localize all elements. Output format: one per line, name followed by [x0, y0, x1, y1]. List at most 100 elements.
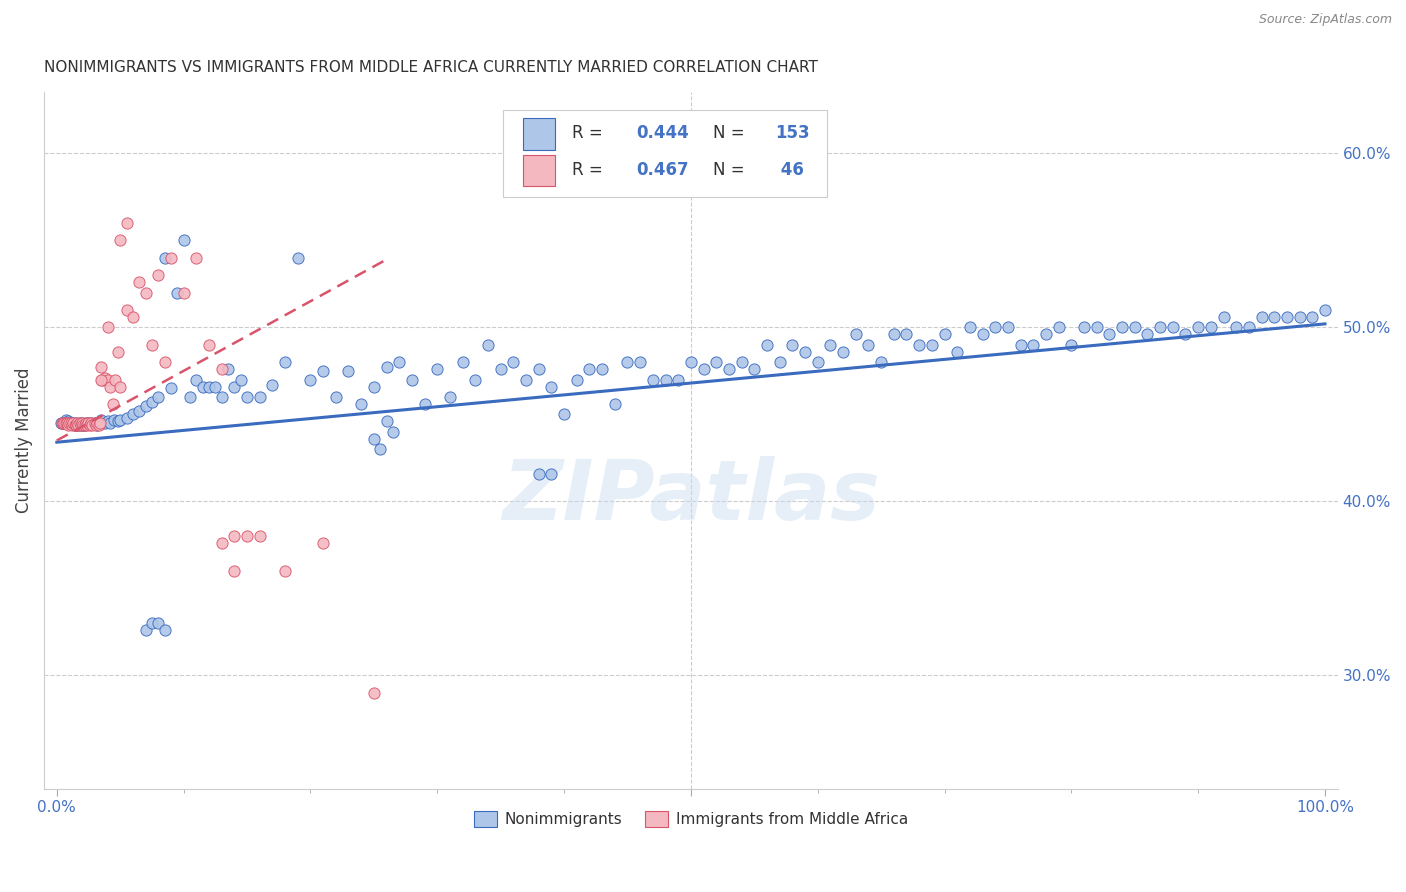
- Point: [58, 414, 80, 428]
- Point: [1225, 320, 1247, 334]
- Point: [90, 412, 112, 426]
- Point: [1237, 320, 1260, 334]
- Point: [198, 338, 221, 352]
- Point: [179, 390, 201, 404]
- Point: [211, 390, 233, 404]
- Point: [704, 355, 727, 369]
- Point: [896, 327, 918, 342]
- Point: [55, 416, 77, 430]
- Point: [65, 416, 87, 430]
- Point: [153, 251, 176, 265]
- Point: [160, 381, 183, 395]
- Point: [66, 417, 89, 432]
- Point: [49, 416, 72, 430]
- Text: NONIMMIGRANTS VS IMMIGRANTS FROM MIDDLE AFRICA CURRENTLY MARRIED CORRELATION CHA: NONIMMIGRANTS VS IMMIGRANTS FROM MIDDLE …: [44, 60, 818, 75]
- Point: [59, 416, 82, 430]
- Point: [173, 285, 195, 300]
- Point: [603, 397, 626, 411]
- Point: [82, 417, 104, 432]
- Point: [115, 410, 138, 425]
- Point: [83, 416, 105, 430]
- Point: [98, 416, 121, 430]
- Point: [540, 467, 562, 481]
- Point: [439, 390, 461, 404]
- Point: [108, 233, 131, 247]
- Point: [60, 417, 83, 432]
- Point: [55, 412, 77, 426]
- Point: [229, 373, 252, 387]
- Point: [883, 327, 905, 342]
- Point: [153, 623, 176, 637]
- Point: [717, 362, 740, 376]
- Point: [312, 536, 335, 550]
- Point: [70, 417, 93, 432]
- Point: [79, 417, 101, 432]
- Point: [959, 320, 981, 334]
- Point: [287, 251, 309, 265]
- Point: [527, 467, 550, 481]
- Point: [363, 432, 385, 446]
- Point: [84, 417, 107, 432]
- Point: [224, 379, 246, 393]
- Point: [1263, 310, 1285, 324]
- Point: [1250, 310, 1272, 324]
- Point: [191, 379, 214, 393]
- Point: [141, 395, 163, 409]
- Point: [946, 344, 969, 359]
- Point: [70, 417, 93, 432]
- Point: [832, 344, 855, 359]
- Point: [1187, 320, 1209, 334]
- Point: [401, 373, 423, 387]
- Point: [628, 355, 651, 369]
- Point: [51, 416, 73, 430]
- Point: [186, 251, 208, 265]
- Point: [692, 362, 714, 376]
- Point: [984, 320, 1007, 334]
- Point: [666, 373, 689, 387]
- Point: [679, 355, 702, 369]
- Point: [742, 362, 765, 376]
- Point: [363, 379, 385, 393]
- Legend: Nonimmigrants, Immigrants from Middle Africa: Nonimmigrants, Immigrants from Middle Af…: [468, 805, 914, 833]
- Point: [350, 397, 373, 411]
- Point: [107, 414, 129, 428]
- Point: [75, 416, 97, 430]
- Point: [52, 416, 75, 430]
- Y-axis label: Currently Married: Currently Married: [15, 368, 32, 513]
- Point: [141, 616, 163, 631]
- Point: [515, 373, 537, 387]
- Point: [1288, 310, 1310, 324]
- Point: [148, 390, 170, 404]
- FancyBboxPatch shape: [503, 110, 827, 197]
- Point: [553, 408, 575, 422]
- Point: [477, 338, 499, 352]
- Text: Source: ZipAtlas.com: Source: ZipAtlas.com: [1258, 13, 1392, 27]
- Point: [94, 416, 117, 430]
- Point: [186, 373, 208, 387]
- Point: [858, 338, 880, 352]
- Point: [363, 686, 385, 700]
- Text: ZIPatlas: ZIPatlas: [502, 456, 880, 537]
- Point: [1275, 310, 1298, 324]
- Point: [807, 355, 830, 369]
- Point: [217, 362, 239, 376]
- Point: [77, 416, 100, 430]
- Point: [60, 416, 83, 430]
- Point: [198, 379, 221, 393]
- Point: [1212, 310, 1234, 324]
- Point: [58, 416, 80, 430]
- Text: 0.444: 0.444: [637, 124, 689, 142]
- Point: [381, 425, 404, 439]
- Point: [63, 417, 86, 432]
- Point: [141, 338, 163, 352]
- Point: [72, 417, 94, 432]
- Point: [135, 623, 157, 637]
- Point: [86, 417, 108, 432]
- Point: [70, 416, 93, 430]
- FancyBboxPatch shape: [523, 155, 555, 186]
- Point: [91, 373, 114, 387]
- Point: [224, 529, 246, 543]
- Point: [1301, 310, 1323, 324]
- Point: [211, 536, 233, 550]
- Point: [997, 320, 1019, 334]
